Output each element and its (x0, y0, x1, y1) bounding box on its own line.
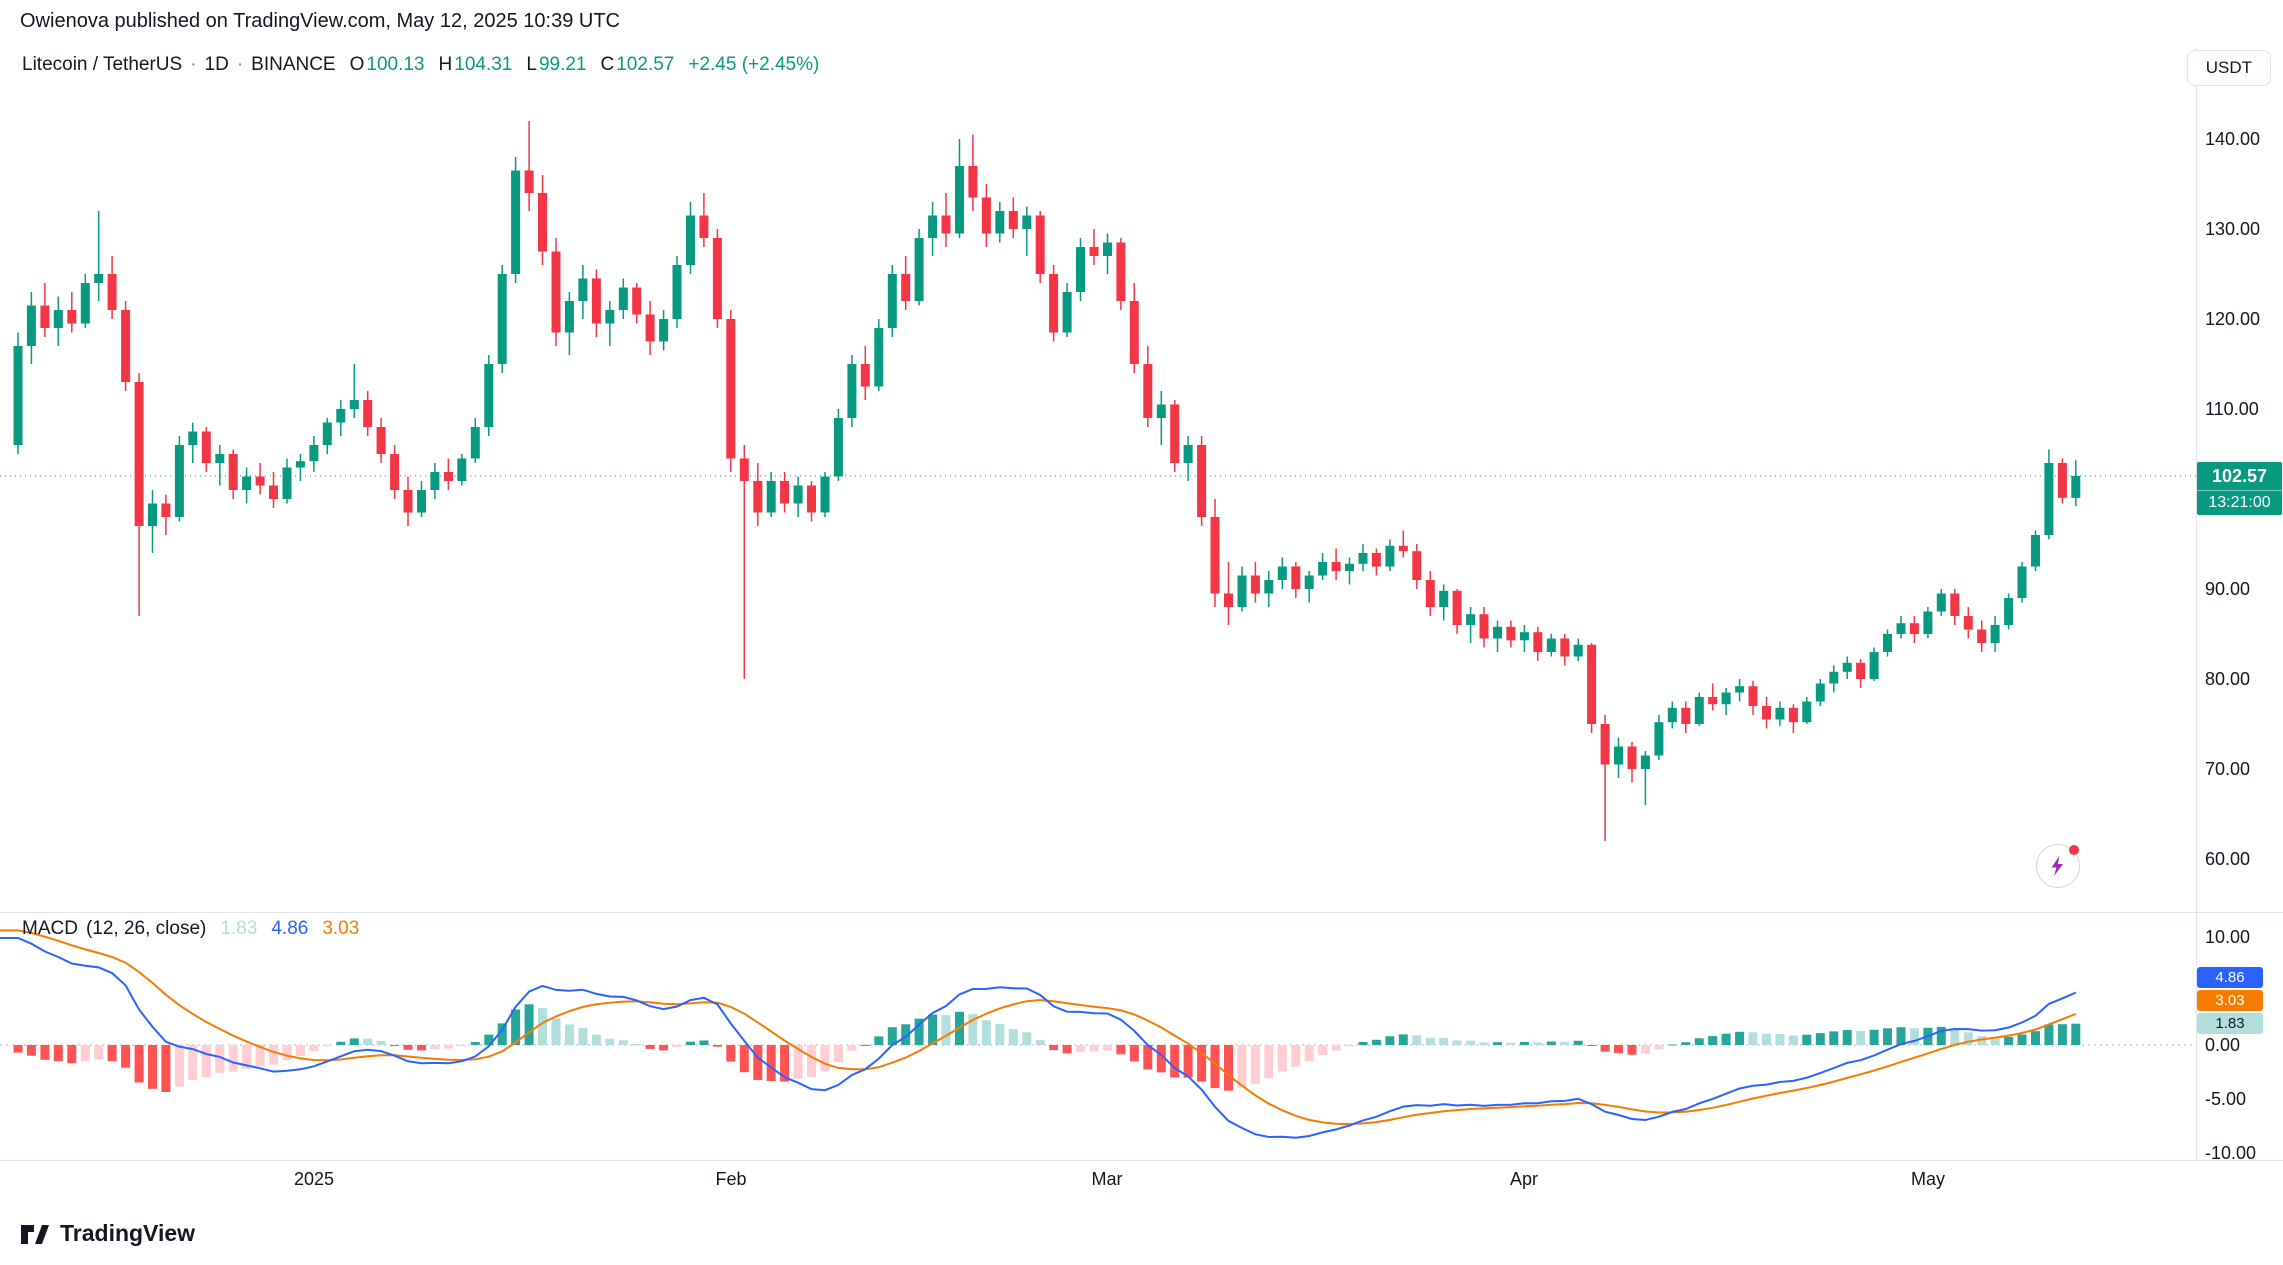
symbol-title[interactable]: Litecoin / TetherUS (22, 54, 183, 75)
price-axis-label: 130.00 (2205, 219, 2261, 239)
macd-axis-label: 0.00 (2205, 1035, 2241, 1055)
time-axis-label: Feb (715, 1169, 747, 1189)
last-price-tag: 102.57 13:21:00 (2197, 462, 2282, 515)
macd-value-chip: 4.86 (2197, 967, 2263, 988)
interval-label[interactable]: 1D (204, 54, 229, 75)
macd-params: (12, 26, close) (85, 918, 207, 939)
price-axis-label: 70.00 (2205, 759, 2251, 779)
last-price-value: 102.57 (2197, 462, 2282, 490)
spark-icon-button[interactable] (2036, 844, 2080, 888)
macd-histogram (13, 1004, 2081, 1092)
price-axis[interactable]: 140.00 130.00 120.00 110.00 90.00 80.00 70.00 6… (2196, 48, 2283, 1163)
tradingview-logo[interactable]: TradingView (20, 1218, 195, 1248)
ohlc-close: C 102.57 (600, 54, 675, 75)
notification-dot (2069, 845, 2079, 855)
symbol-header: Litecoin / TetherUS · 1D · BINANCE O 100.… (22, 54, 819, 76)
price-axis-label: 140.00 (2205, 129, 2261, 149)
macd-line (0, 937, 2077, 1139)
time-axis-label: May (1910, 1169, 1945, 1189)
macd-header: MACD (12, 26, close) 1.83 4.86 3.03 (22, 918, 359, 940)
separator-dot: · (236, 54, 244, 75)
candlesticks (13, 121, 2081, 841)
price-axis-label: 60.00 (2205, 849, 2251, 869)
price-axis-label: 90.00 (2205, 579, 2251, 599)
price-change: +2.45 (+2.45%) (688, 54, 820, 75)
macd-signal-readout: 3.03 (322, 918, 360, 939)
hist-value-chip: 1.83 (2197, 1013, 2263, 1034)
signal-line (0, 929, 2077, 1126)
macd-title[interactable]: MACD (22, 918, 78, 939)
time-axis-label: Apr (1509, 1169, 1538, 1189)
macd-axis-label: -10.00 (2205, 1143, 2257, 1163)
separator-dot: · (190, 54, 197, 75)
time-axis-label: 2025 (293, 1169, 335, 1189)
macd-axis-label: 10.00 (2205, 927, 2251, 947)
ohlc-high: H 104.31 (438, 54, 513, 75)
ohlc-open: O 100.13 (349, 54, 425, 75)
signal-value-chip: 3.03 (2197, 990, 2263, 1011)
macd-hist-readout: 1.83 (220, 918, 258, 939)
lightning-icon (2051, 856, 2063, 876)
price-axis-label: 80.00 (2205, 669, 2251, 689)
bar-countdown: 13:21:00 (2197, 490, 2282, 515)
price-axis-label: 120.00 (2205, 309, 2261, 329)
price-axis-label: 110.00 (2205, 399, 2259, 419)
currency-button[interactable]: USDT (2186, 50, 2271, 86)
macd-axis-label: -5.00 (2205, 1089, 2247, 1109)
time-axis-label: Mar (1091, 1169, 1123, 1189)
exchange-label[interactable]: BINANCE (251, 54, 336, 75)
footer: TradingView (20, 1218, 195, 1248)
tradingview-logo-icon (21, 1225, 49, 1244)
attribution-text: Owienova published on TradingView.com, M… (20, 10, 620, 32)
tradingview-brand-text: TradingView (60, 1219, 196, 1246)
macd-line-readout: 4.86 (271, 918, 309, 939)
ohlc-low: L 99.21 (526, 54, 587, 75)
time-axis[interactable]: 2025 Feb Mar Apr May (0, 1160, 2283, 1202)
